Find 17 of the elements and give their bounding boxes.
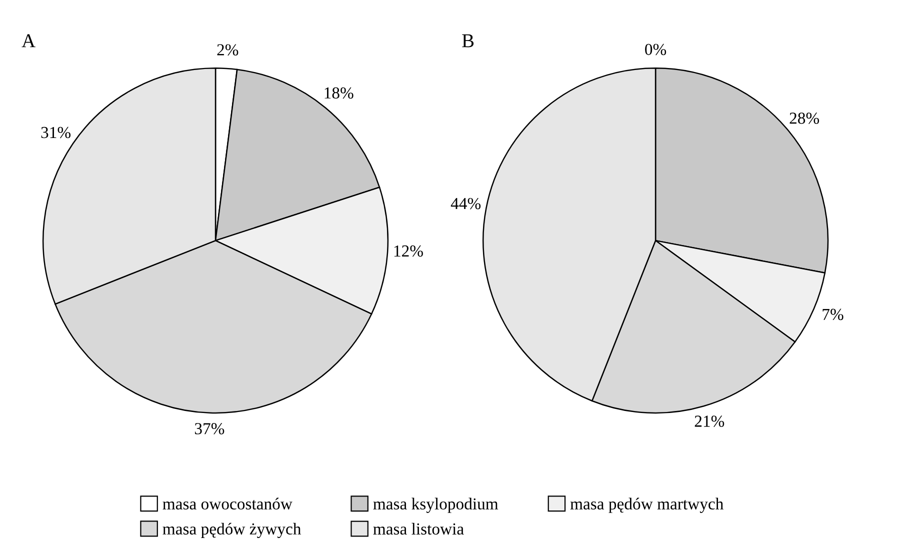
data-label: 2% [217, 44, 238, 56]
legend-label: masa ksylopodium [373, 498, 498, 513]
chart-title: B [462, 34, 474, 48]
legend-label: masa owocostanów [162, 498, 292, 510]
data-label: 21% [694, 416, 724, 427]
data-label: 28% [790, 112, 820, 124]
data-label: 12% [394, 245, 423, 257]
legend-label: masa pędów martwych [570, 498, 724, 513]
data-label: 44% [450, 198, 481, 210]
text: 0% [645, 44, 666, 56]
data-label: 37% [194, 423, 224, 434]
legend-label: masa pędów żywych [162, 522, 302, 538]
data-label: 31% [41, 126, 71, 138]
data-label: 18% [324, 87, 354, 99]
data-label: 7% [822, 308, 844, 320]
chart-title: A [22, 34, 36, 48]
legend-label: masa listowia [373, 522, 464, 535]
